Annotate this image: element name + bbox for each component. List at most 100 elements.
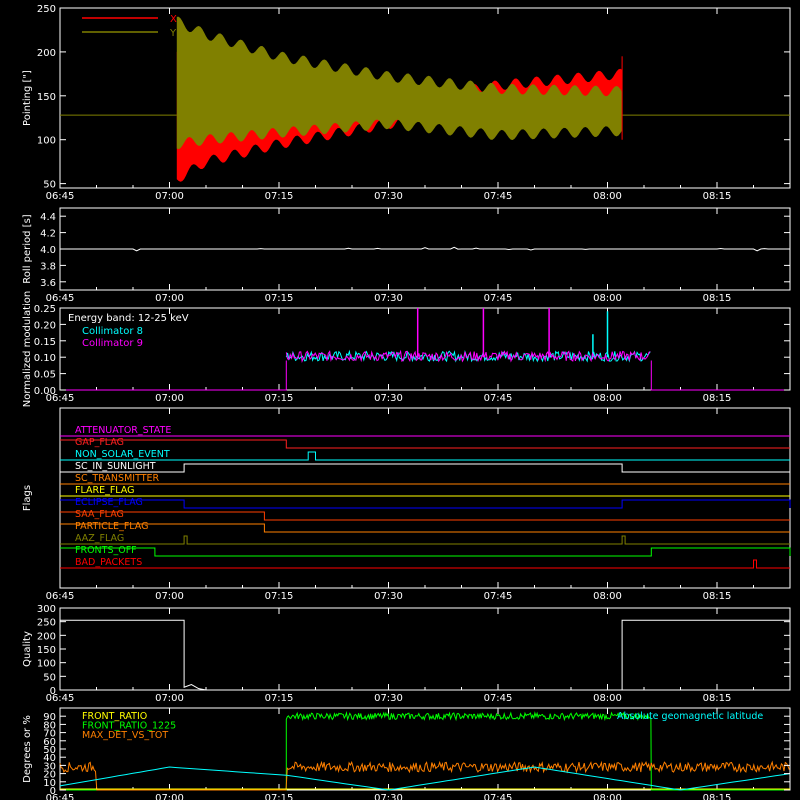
- y-tick-label: 300: [37, 604, 56, 615]
- x-tick-label: 07:00: [155, 293, 184, 304]
- y-tick-label: 250: [37, 4, 56, 15]
- x-tick-label: 07:45: [484, 693, 513, 704]
- flag-label: GAP_FLAG: [75, 437, 124, 448]
- y-tick-label: 250: [37, 618, 56, 629]
- series-y-band: [176, 16, 623, 150]
- x-tick-label: 08:00: [593, 591, 622, 602]
- x-tick-label: 06:45: [46, 191, 75, 202]
- collimator-9-baseline: [60, 360, 287, 391]
- flag-label: FLARE_FLAG: [75, 485, 135, 496]
- y-axis-label: Normalized modulation: [22, 291, 33, 408]
- x-tick-label: 07:45: [484, 793, 513, 800]
- legend-label-collimator-8: Collimator 8: [82, 326, 143, 337]
- y-tick-label: 0.20: [34, 320, 56, 331]
- flag-line: [60, 511, 790, 521]
- flag-line: [60, 547, 791, 557]
- y-axis-label: Roll period [s]: [22, 214, 33, 283]
- flag-label: NON_SOLAR_EVENT: [75, 449, 170, 460]
- y-tick-label: 0: [50, 686, 56, 697]
- y-tick-label: 50: [43, 745, 56, 756]
- legend-label-y: Y: [169, 28, 177, 39]
- y-tick-label: 4.0: [40, 245, 56, 256]
- x-tick-label: 07:15: [265, 793, 294, 800]
- y-tick-label: 30: [43, 761, 56, 772]
- y-tick-label: 200: [37, 631, 56, 642]
- x-tick-label: 07:45: [484, 591, 513, 602]
- x-tick-label: 07:30: [374, 793, 403, 800]
- x-tick-label: 07:00: [155, 191, 184, 202]
- energy-band-annotation: Energy band: 12-25 keV: [68, 313, 189, 324]
- series-front-ratio-1225: [60, 711, 790, 791]
- y-axis-label: Degrees or %: [22, 715, 33, 783]
- x-tick-label: 07:45: [484, 191, 513, 202]
- flag-line: [60, 559, 790, 569]
- x-tick-label: 07:30: [374, 191, 403, 202]
- x-tick-label: 07:15: [265, 191, 294, 202]
- panel-quality: 06:45 07:00 07:15 07:30 07:45 08:00 08:15 Quali…: [22, 604, 791, 704]
- flag-label: SC_IN_SUNLIGHT: [75, 461, 156, 472]
- x-tick-label: 07:15: [265, 293, 294, 304]
- flag-line: [60, 439, 790, 449]
- panel-front_ratio: 06:45 07:00 07:15 07:30 07:45 08:00 08:15 Degre…: [22, 707, 791, 800]
- x-tick-label: 06:45: [46, 293, 75, 304]
- legend-label-front-ratio-1225: FRONT_RATIO_1225: [82, 721, 176, 732]
- x-tick-label: 08:15: [703, 293, 732, 304]
- panel-roll: 06:45 07:00 07:15 07:30 07:45 08:00 08:15 Roll …: [22, 207, 791, 304]
- y-tick-label: 0.25: [34, 304, 56, 315]
- x-tick-label: 07:30: [374, 693, 403, 704]
- latitude-annotation: Absolute geomagnetic latitude: [617, 711, 763, 722]
- y-tick-label: 40: [43, 753, 56, 764]
- y-tick-label: 200: [37, 48, 56, 59]
- panel-flags: 06:45 07:00 07:15 07:30 07:45 08:00 08:15 Flags…: [22, 407, 791, 602]
- flag-line: [60, 451, 790, 461]
- x-tick-label: 08:00: [593, 191, 622, 202]
- y-tick-label: 50: [43, 672, 56, 683]
- y-tick-label: 0.00: [34, 386, 56, 397]
- quality-line: [60, 619, 790, 691]
- roll-period-line: [60, 246, 790, 252]
- y-tick-label: 0: [50, 786, 56, 797]
- y-tick-label: 3.8: [40, 261, 56, 272]
- x-tick-label: 08:00: [593, 293, 622, 304]
- x-tick-label: 07:00: [155, 393, 184, 404]
- x-tick-label: 08:15: [703, 191, 732, 202]
- x-tick-label: 08:15: [703, 393, 732, 404]
- flag-label: BAD_PACKETS: [75, 557, 142, 568]
- x-tick-label: 06:45: [46, 693, 75, 704]
- x-tick-label: 07:30: [374, 293, 403, 304]
- y-axis-label: Pointing ["]: [22, 70, 33, 126]
- x-tick-label: 08:00: [593, 393, 622, 404]
- flag-line: [60, 523, 790, 533]
- flag-line: [60, 499, 791, 509]
- x-tick-label: 07:15: [265, 693, 294, 704]
- flag-label: ECLIPSE_FLAG: [75, 497, 143, 508]
- flag-label: SAA_FLAG: [75, 509, 124, 520]
- y-tick-label: 3.6: [40, 278, 56, 289]
- x-tick-label: 07:00: [155, 793, 184, 800]
- x-tick-label: 07:45: [484, 393, 513, 404]
- x-tick-label: 08:15: [703, 693, 732, 704]
- series-collimator-8: [285, 349, 651, 363]
- y-tick-label: 100: [37, 136, 56, 147]
- x-tick-label: 08:15: [703, 591, 732, 602]
- y-tick-label: 4.4: [40, 212, 56, 223]
- y-axis-label: Quality: [22, 631, 33, 667]
- flag-line: [60, 463, 790, 473]
- flag-label: FRONTS_OFF: [75, 545, 137, 556]
- y-tick-label: 80: [43, 720, 56, 731]
- x-tick-label: 07:00: [155, 693, 184, 704]
- x-tick-label: 07:15: [265, 591, 294, 602]
- legend-label-max-det-vs-tot: MAX_DET_VS_TOT: [82, 730, 168, 741]
- x-tick-label: 07:15: [265, 393, 294, 404]
- y-tick-label: 100: [37, 659, 56, 670]
- y-tick-label: 150: [37, 645, 56, 656]
- collimator-9-baseline: [650, 360, 790, 391]
- x-tick-label: 07:30: [374, 591, 403, 602]
- y-tick-label: 20: [43, 770, 56, 781]
- flag-label: ATTENUATOR_STATE: [75, 425, 171, 436]
- x-tick-label: 07:00: [155, 591, 184, 602]
- y-tick-label: 150: [37, 92, 56, 103]
- y-tick-label: 50: [43, 180, 56, 191]
- panel-modulation: 06:45 07:00 07:15 07:30 07:45 08:00 08:15 Norma…: [22, 291, 791, 408]
